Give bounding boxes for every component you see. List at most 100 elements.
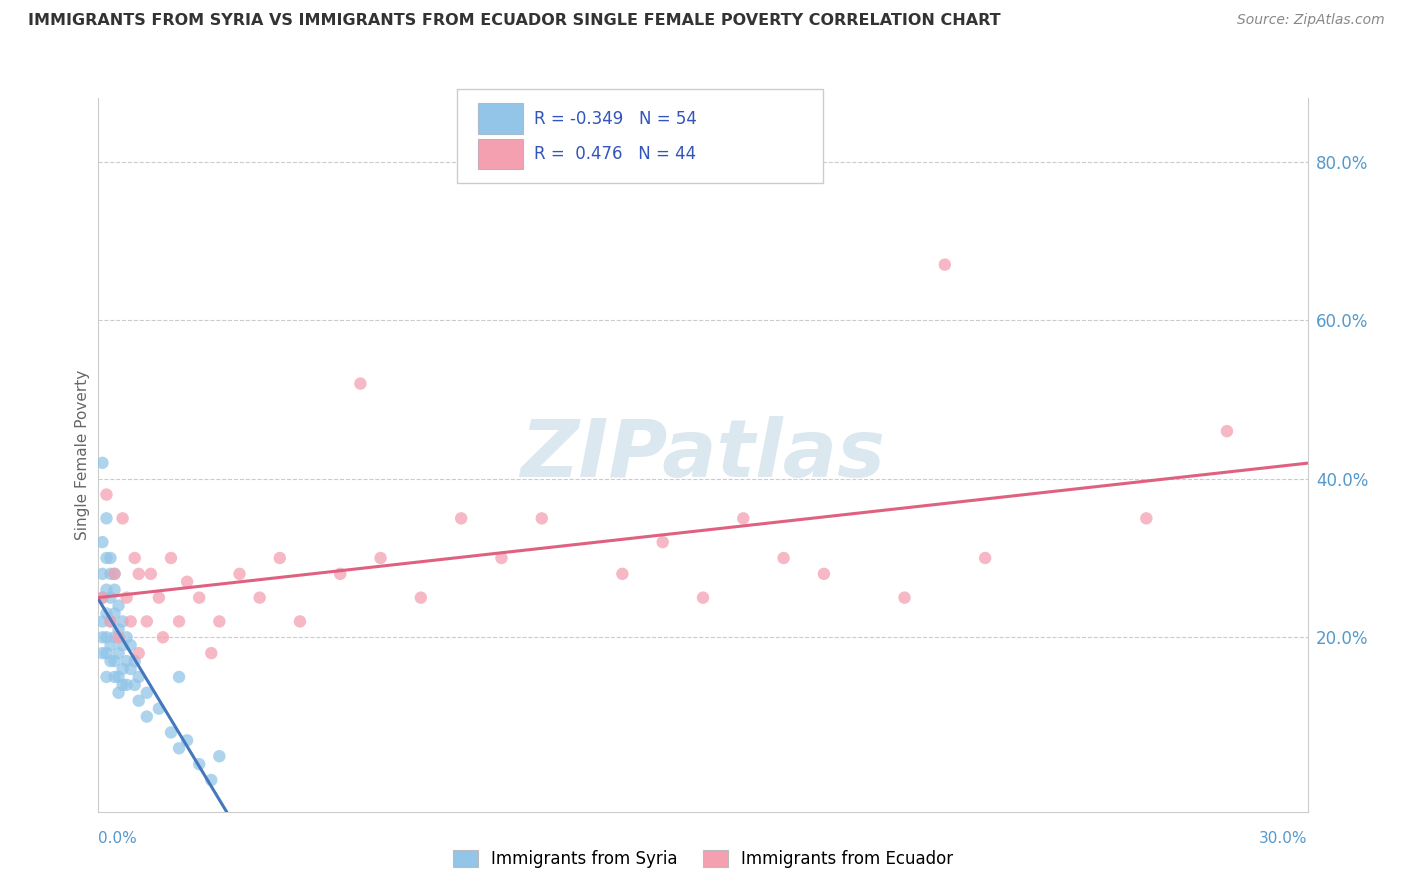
Point xyxy=(100,654,122,668)
Point xyxy=(128,694,150,708)
Point xyxy=(228,566,250,581)
Point xyxy=(107,599,129,613)
Point xyxy=(893,591,915,605)
Point xyxy=(612,566,634,581)
Point xyxy=(100,638,122,652)
Point xyxy=(115,678,138,692)
Point xyxy=(160,725,183,739)
Point xyxy=(188,591,211,605)
Point xyxy=(208,749,231,764)
Point xyxy=(115,630,138,644)
Point xyxy=(200,772,222,787)
Point xyxy=(111,511,134,525)
Point xyxy=(107,646,129,660)
Point xyxy=(100,615,122,629)
Point xyxy=(288,615,311,629)
Point xyxy=(120,615,142,629)
Point xyxy=(96,670,118,684)
Point xyxy=(96,630,118,644)
Point xyxy=(269,551,291,566)
Point xyxy=(135,615,157,629)
Point xyxy=(733,511,755,525)
Point xyxy=(91,566,114,581)
Point xyxy=(96,487,118,501)
Point xyxy=(974,551,997,566)
Point xyxy=(91,615,114,629)
Point xyxy=(107,670,129,684)
Point xyxy=(167,615,190,629)
Point xyxy=(115,654,138,668)
Point xyxy=(100,566,122,581)
Point xyxy=(128,566,150,581)
Point xyxy=(148,701,170,715)
Point xyxy=(176,733,198,747)
Point xyxy=(135,709,157,723)
Point xyxy=(167,741,190,756)
Text: IMMIGRANTS FROM SYRIA VS IMMIGRANTS FROM ECUADOR SINGLE FEMALE POVERTY CORRELATI: IMMIGRANTS FROM SYRIA VS IMMIGRANTS FROM… xyxy=(28,13,1001,29)
Point xyxy=(107,686,129,700)
Point xyxy=(124,551,146,566)
Point xyxy=(491,551,513,566)
Point xyxy=(96,582,118,597)
Point xyxy=(103,654,125,668)
Point xyxy=(249,591,271,605)
Legend: Immigrants from Syria, Immigrants from Ecuador: Immigrants from Syria, Immigrants from E… xyxy=(446,843,960,875)
Point xyxy=(152,630,174,644)
Point xyxy=(100,551,122,566)
Point xyxy=(934,258,956,272)
Point xyxy=(103,630,125,644)
Point xyxy=(148,591,170,605)
Point xyxy=(530,511,553,525)
Point xyxy=(200,646,222,660)
Text: 30.0%: 30.0% xyxy=(1260,831,1308,846)
Point xyxy=(103,607,125,621)
Point xyxy=(813,566,835,581)
Point xyxy=(124,678,146,692)
Text: ZIPatlas: ZIPatlas xyxy=(520,416,886,494)
Point xyxy=(128,670,150,684)
Point xyxy=(100,591,122,605)
Point xyxy=(167,670,190,684)
Point xyxy=(329,566,352,581)
Text: 0.0%: 0.0% xyxy=(98,831,138,846)
Point xyxy=(91,591,114,605)
Point xyxy=(96,607,118,621)
Point xyxy=(188,757,211,772)
Point xyxy=(120,638,142,652)
Point xyxy=(450,511,472,525)
Point xyxy=(111,615,134,629)
Point xyxy=(1216,424,1239,438)
Point xyxy=(107,623,129,637)
Point xyxy=(124,654,146,668)
Point xyxy=(370,551,392,566)
Point xyxy=(128,646,150,660)
Point xyxy=(103,566,125,581)
Point xyxy=(349,376,371,391)
Point xyxy=(111,678,134,692)
Text: R = -0.349   N = 54: R = -0.349 N = 54 xyxy=(534,110,697,128)
Point xyxy=(120,662,142,676)
Point xyxy=(1135,511,1157,525)
Point xyxy=(111,638,134,652)
Point xyxy=(91,456,114,470)
Point xyxy=(91,630,114,644)
Point xyxy=(107,630,129,644)
Point xyxy=(96,551,118,566)
Text: Source: ZipAtlas.com: Source: ZipAtlas.com xyxy=(1237,13,1385,28)
Point xyxy=(91,535,114,549)
Point xyxy=(103,582,125,597)
Point xyxy=(91,591,114,605)
Point xyxy=(103,670,125,684)
Point xyxy=(160,551,183,566)
Point xyxy=(115,591,138,605)
Point xyxy=(692,591,714,605)
Point xyxy=(208,615,231,629)
Point xyxy=(135,686,157,700)
Point xyxy=(96,646,118,660)
Point xyxy=(103,566,125,581)
Text: R =  0.476   N = 44: R = 0.476 N = 44 xyxy=(534,145,696,163)
Point xyxy=(139,566,162,581)
Point xyxy=(111,662,134,676)
Point xyxy=(651,535,673,549)
Point xyxy=(176,574,198,589)
